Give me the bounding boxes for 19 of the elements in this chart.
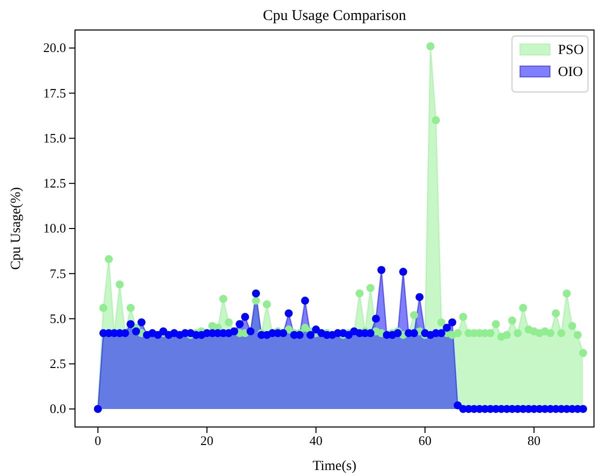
y-tick-label: 15.0 <box>43 130 66 146</box>
y-tick-label: 20.0 <box>43 40 66 56</box>
y-tick-label: 0.0 <box>50 401 66 416</box>
legend-label: OIO <box>558 65 583 80</box>
legend-label: PSO <box>558 43 584 58</box>
y-tick-label: 17.5 <box>43 85 66 100</box>
x-tick-label: 20 <box>200 433 214 448</box>
y-tick-label: 10.0 <box>43 220 66 236</box>
x-tick-label: 80 <box>528 433 541 448</box>
y-tick-label: 7.5 <box>50 266 66 281</box>
x-tick-label: 60 <box>418 433 432 448</box>
chart-title: Cpu Usage Comparison <box>262 8 407 24</box>
y-tick-label: 5.0 <box>50 310 66 326</box>
x-tick-label: 40 <box>309 433 322 448</box>
x-tick-label: 0 <box>94 433 102 448</box>
x-axis-title: Time(s) <box>312 459 357 474</box>
y-tick-label: 12.5 <box>43 176 66 191</box>
y-tick-label: 2.5 <box>50 356 66 371</box>
y-axis-title: Cpu Usage(%) <box>9 186 24 270</box>
